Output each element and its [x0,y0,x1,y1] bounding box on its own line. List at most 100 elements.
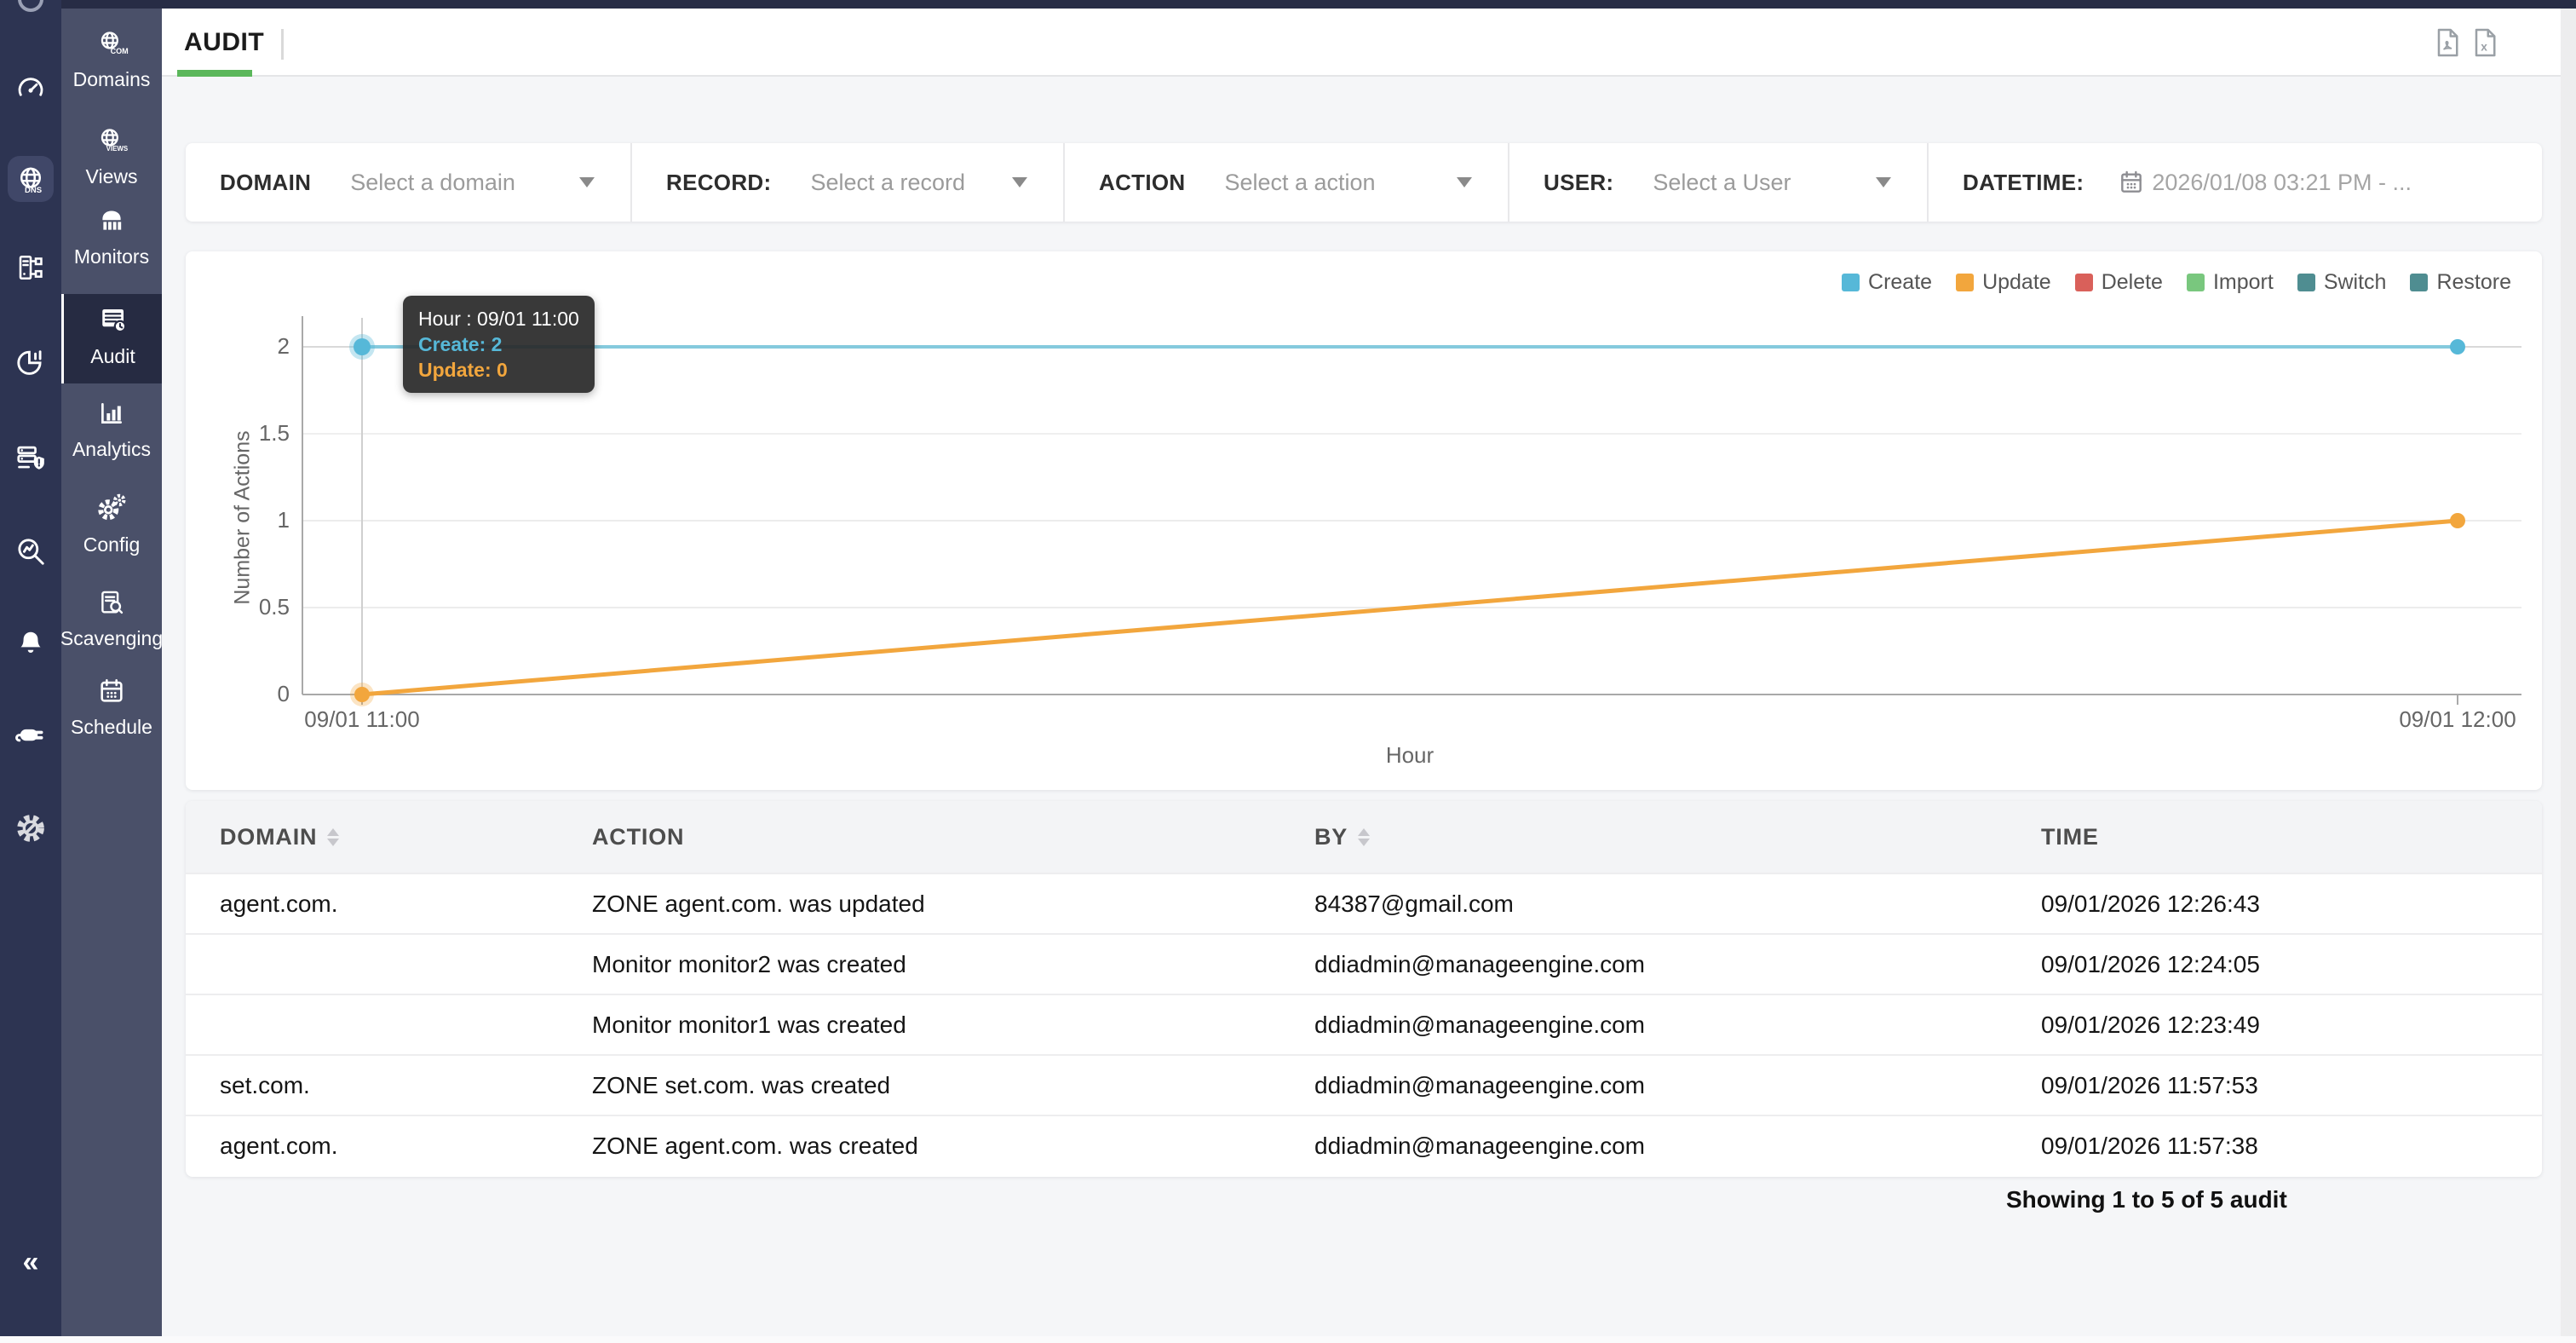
main-content: DOMAIN Select a domain RECORD: Select a … [162,77,2576,1343]
column-header-time[interactable]: TIME [2041,823,2099,850]
filter-record-select[interactable]: Select a record [810,169,966,195]
sidebar-item-audit[interactable]: Audit [61,294,162,383]
legend-item-import[interactable]: Import [2186,270,2274,295]
filter-record-label: RECORD: [666,169,772,195]
chevron-down-icon[interactable] [1876,177,1891,187]
cell-by: 84387@gmail.com [1314,890,1514,917]
filter-domain-select[interactable]: Select a domain [350,169,515,195]
tab-active-underline [177,70,252,77]
cell-action: Monitor monitor1 was created [592,1011,906,1038]
sidebar-item-label: Scavenging [60,627,164,649]
server-security-icon[interactable] [14,441,47,474]
chevron-down-icon[interactable] [579,177,595,187]
tab-audit-label: AUDIT [184,28,265,56]
excel-export-icon[interactable]: x [2472,27,2498,58]
legend-item-switch[interactable]: Switch [2297,270,2386,295]
sidebar-item-label: Domains [72,68,151,90]
legend-swatch [1842,274,1860,291]
column-header-action[interactable]: ACTION [592,823,685,850]
update-series-line[interactable] [359,518,2460,697]
filter-datetime-input[interactable]: 2026/01/08 03:21 PM - ... [2118,169,2412,196]
cell-action: ZONE agent.com. was updated [592,890,925,917]
dashboard-icon[interactable] [14,72,47,104]
settings-gear-wrench-icon[interactable] [14,811,48,845]
views-globe-icon: VIEWS [97,126,129,159]
sidebar-item-domains[interactable]: COM Domains [61,24,162,102]
create-point[interactable] [2450,339,2465,354]
dns-icon[interactable]: DNS [14,164,47,196]
cell-action: ZONE set.com. was created [592,1071,891,1098]
filter-datetime-value: 2026/01/08 03:21 PM - ... [2152,169,2412,195]
chart-plot [302,316,2521,706]
chart-legend: Create Update Delete Import Switch Resto… [1842,270,2511,295]
cell-action: ZONE agent.com. was created [592,1132,918,1159]
update-point[interactable] [354,687,370,702]
schedule-calendar-icon [97,677,126,710]
tab-audit[interactable]: AUDIT [184,9,264,77]
cell-time: 09/01/2026 12:26:43 [2041,890,2260,917]
column-header-by[interactable]: BY [1280,824,2007,850]
filter-user-label: USER: [1544,169,1614,195]
monitors-bank-icon [97,206,126,239]
filter-bar: DOMAIN Select a domain RECORD: Select a … [186,143,2542,222]
legend-item-update[interactable]: Update [1956,270,2051,295]
tab-divider [281,29,284,60]
sort-arrows-icon[interactable] [1358,827,1371,846]
legend-item-delete[interactable]: Delete [2074,270,2163,295]
sort-arrows-icon[interactable] [327,827,340,846]
topbar: AUDIT x [162,9,2576,77]
topology-icon[interactable] [15,252,46,283]
pdf-export-icon[interactable] [2435,27,2460,58]
update-point[interactable] [2450,513,2465,528]
table-row[interactable]: Monitor monitor1 was created ddiadmin@ma… [186,994,2542,1054]
secondary-sidebar: COM Domains VIEWS Views Monitors [60,9,164,1343]
sidebar-item-label: Views [85,165,138,187]
vertical-scrollbar[interactable] [2561,9,2576,1343]
primary-sidebar: DNS [0,0,61,1343]
cell-time: 09/01/2026 12:23:49 [2041,1011,2260,1038]
sidebar-item-views[interactable]: VIEWS Views [61,121,162,199]
sidebar-collapse-button[interactable]: « [22,1246,39,1278]
chart-tooltip: Hour : 09/01 11:00 Create: 2 Update: 0 [403,296,595,393]
scavenging-doc-search-icon [97,588,126,621]
table-row[interactable]: set.com. ZONE set.com. was created ddiad… [186,1054,2542,1115]
svg-text:DNS: DNS [25,186,42,195]
integrations-plug-icon[interactable] [14,718,47,750]
chevron-down-icon[interactable] [1457,177,1472,187]
filter-user-select[interactable]: Select a User [1653,169,1791,195]
x-axis-label: Hour [1385,742,1435,768]
sidebar-item-monitors[interactable]: Monitors [61,201,162,280]
create-point[interactable] [354,338,371,355]
notifications-bell-icon[interactable] [15,627,46,658]
filter-action-label: ACTION [1099,169,1186,195]
legend-swatch [2074,274,2093,291]
audit-actions-chart: Create Update Delete Import Switch Resto… [186,251,2542,790]
search-analytics-icon[interactable] [14,535,47,568]
table-row[interactable]: Monitor monitor2 was created ddiadmin@ma… [186,933,2542,994]
tooltip-create-value: Create: 2 [418,333,503,355]
cell-time: 09/01/2026 11:57:38 [2041,1132,2258,1159]
filter-domain: DOMAIN Select a domain [186,143,630,222]
column-header-domain[interactable]: DOMAIN [186,824,558,850]
sidebar-item-schedule[interactable]: Schedule [61,672,162,750]
chevron-down-icon[interactable] [1012,177,1027,187]
sidebar-item-config[interactable]: Config [61,487,162,566]
cell-time: 09/01/2026 12:24:05 [2041,950,2260,977]
dns-active-tile [8,156,54,202]
legend-item-create[interactable]: Create [1842,270,1932,295]
cell-by: ddiadmin@manageengine.com [1314,950,1645,977]
y-axis-label: Number of Actions [230,430,255,605]
app-logo-partial [18,0,43,12]
sidebar-item-scavenging[interactable]: Scavenging [60,583,164,661]
table-row[interactable]: agent.com. ZONE agent.com. was created d… [186,1115,2542,1175]
config-gears-icon [96,493,127,527]
filter-action-select[interactable]: Select a action [1224,169,1376,195]
reports-pie-icon[interactable] [14,346,47,378]
svg-text:VIEWS: VIEWS [106,145,129,153]
sidebar-item-label: Analytics [72,438,152,460]
sidebar-item-analytics[interactable]: Analytics [61,394,162,472]
legend-item-restore[interactable]: Restore [2410,270,2511,295]
filter-user: USER: Select a User [1508,143,1927,222]
table-row[interactable]: agent.com. ZONE agent.com. was updated 8… [186,873,2542,933]
domains-globe-com-icon: COM [97,29,129,62]
